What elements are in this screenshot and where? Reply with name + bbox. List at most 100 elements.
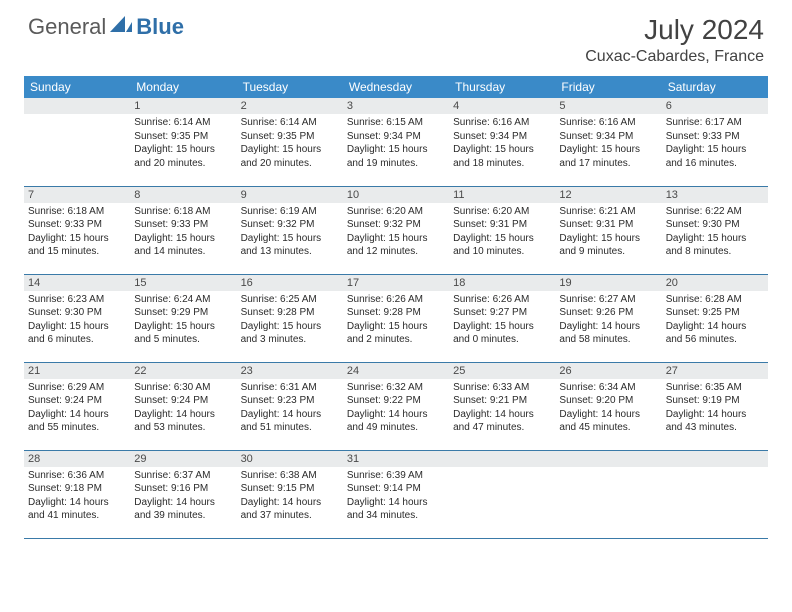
sunset-line: Sunset: 9:25 PM <box>666 306 764 320</box>
day-details: Sunrise: 6:29 AMSunset: 9:24 PMDaylight:… <box>24 379 130 439</box>
daylight-line: Daylight: 15 hours and 20 minutes. <box>134 143 232 170</box>
sunset-line: Sunset: 9:34 PM <box>347 130 445 144</box>
sunrise-line: Sunrise: 6:22 AM <box>666 205 764 219</box>
sunrise-line: Sunrise: 6:28 AM <box>666 293 764 307</box>
day-number-empty <box>555 451 661 467</box>
sunset-line: Sunset: 9:15 PM <box>241 482 339 496</box>
calendar-week-row: 21Sunrise: 6:29 AMSunset: 9:24 PMDayligh… <box>24 362 768 450</box>
day-number: 26 <box>555 363 661 379</box>
day-details: Sunrise: 6:28 AMSunset: 9:25 PMDaylight:… <box>662 291 768 351</box>
sunrise-line: Sunrise: 6:35 AM <box>666 381 764 395</box>
sunrise-line: Sunrise: 6:25 AM <box>241 293 339 307</box>
sunrise-line: Sunrise: 6:24 AM <box>134 293 232 307</box>
calendar-head: SundayMondayTuesdayWednesdayThursdayFrid… <box>24 76 768 98</box>
sunset-line: Sunset: 9:23 PM <box>241 394 339 408</box>
day-details: Sunrise: 6:23 AMSunset: 9:30 PMDaylight:… <box>24 291 130 351</box>
calendar-table: SundayMondayTuesdayWednesdayThursdayFrid… <box>24 76 768 539</box>
day-details: Sunrise: 6:19 AMSunset: 9:32 PMDaylight:… <box>237 203 343 263</box>
day-number: 25 <box>449 363 555 379</box>
daylight-line: Daylight: 15 hours and 14 minutes. <box>134 232 232 259</box>
sunset-line: Sunset: 9:21 PM <box>453 394 551 408</box>
day-details: Sunrise: 6:38 AMSunset: 9:15 PMDaylight:… <box>237 467 343 527</box>
sunrise-line: Sunrise: 6:34 AM <box>559 381 657 395</box>
calendar-day-cell: 13Sunrise: 6:22 AMSunset: 9:30 PMDayligh… <box>662 186 768 274</box>
day-details: Sunrise: 6:20 AMSunset: 9:32 PMDaylight:… <box>343 203 449 263</box>
calendar-day-cell: 20Sunrise: 6:28 AMSunset: 9:25 PMDayligh… <box>662 274 768 362</box>
header: General Blue July 2024 Cuxac-Cabardes, F… <box>0 0 792 72</box>
daylight-line: Daylight: 14 hours and 49 minutes. <box>347 408 445 435</box>
day-details: Sunrise: 6:17 AMSunset: 9:33 PMDaylight:… <box>662 114 768 174</box>
day-details: Sunrise: 6:37 AMSunset: 9:16 PMDaylight:… <box>130 467 236 527</box>
day-details: Sunrise: 6:26 AMSunset: 9:27 PMDaylight:… <box>449 291 555 351</box>
sunrise-line: Sunrise: 6:16 AM <box>453 116 551 130</box>
calendar-day-cell: 21Sunrise: 6:29 AMSunset: 9:24 PMDayligh… <box>24 362 130 450</box>
sunset-line: Sunset: 9:27 PM <box>453 306 551 320</box>
daylight-line: Daylight: 15 hours and 16 minutes. <box>666 143 764 170</box>
sunset-line: Sunset: 9:26 PM <box>559 306 657 320</box>
daylight-line: Daylight: 15 hours and 18 minutes. <box>453 143 551 170</box>
weekday-header: Sunday <box>24 76 130 98</box>
sunrise-line: Sunrise: 6:29 AM <box>28 381 126 395</box>
day-number: 2 <box>237 98 343 114</box>
calendar-day-cell: 9Sunrise: 6:19 AMSunset: 9:32 PMDaylight… <box>237 186 343 274</box>
calendar-day-cell: 1Sunrise: 6:14 AMSunset: 9:35 PMDaylight… <box>130 98 236 186</box>
sunrise-line: Sunrise: 6:21 AM <box>559 205 657 219</box>
calendar-day-cell: 24Sunrise: 6:32 AMSunset: 9:22 PMDayligh… <box>343 362 449 450</box>
day-details: Sunrise: 6:34 AMSunset: 9:20 PMDaylight:… <box>555 379 661 439</box>
calendar-day-cell: 29Sunrise: 6:37 AMSunset: 9:16 PMDayligh… <box>130 450 236 538</box>
sunset-line: Sunset: 9:30 PM <box>28 306 126 320</box>
sunset-line: Sunset: 9:34 PM <box>559 130 657 144</box>
calendar-day-cell <box>449 450 555 538</box>
sunrise-line: Sunrise: 6:18 AM <box>28 205 126 219</box>
daylight-line: Daylight: 15 hours and 2 minutes. <box>347 320 445 347</box>
sunset-line: Sunset: 9:31 PM <box>453 218 551 232</box>
day-details: Sunrise: 6:15 AMSunset: 9:34 PMDaylight:… <box>343 114 449 174</box>
calendar-day-cell: 18Sunrise: 6:26 AMSunset: 9:27 PMDayligh… <box>449 274 555 362</box>
day-details: Sunrise: 6:39 AMSunset: 9:14 PMDaylight:… <box>343 467 449 527</box>
day-number: 19 <box>555 275 661 291</box>
title-block: July 2024 Cuxac-Cabardes, France <box>585 14 764 66</box>
sunrise-line: Sunrise: 6:23 AM <box>28 293 126 307</box>
daylight-line: Daylight: 15 hours and 15 minutes. <box>28 232 126 259</box>
sunrise-line: Sunrise: 6:33 AM <box>453 381 551 395</box>
sunrise-line: Sunrise: 6:38 AM <box>241 469 339 483</box>
sunset-line: Sunset: 9:30 PM <box>666 218 764 232</box>
calendar-day-cell: 28Sunrise: 6:36 AMSunset: 9:18 PMDayligh… <box>24 450 130 538</box>
daylight-line: Daylight: 14 hours and 58 minutes. <box>559 320 657 347</box>
day-number: 17 <box>343 275 449 291</box>
day-details: Sunrise: 6:26 AMSunset: 9:28 PMDaylight:… <box>343 291 449 351</box>
sunset-line: Sunset: 9:32 PM <box>241 218 339 232</box>
sunset-line: Sunset: 9:16 PM <box>134 482 232 496</box>
calendar-day-cell: 22Sunrise: 6:30 AMSunset: 9:24 PMDayligh… <box>130 362 236 450</box>
calendar-day-cell: 7Sunrise: 6:18 AMSunset: 9:33 PMDaylight… <box>24 186 130 274</box>
weekday-header: Saturday <box>662 76 768 98</box>
sunrise-line: Sunrise: 6:27 AM <box>559 293 657 307</box>
calendar-day-cell: 25Sunrise: 6:33 AMSunset: 9:21 PMDayligh… <box>449 362 555 450</box>
calendar-day-cell: 14Sunrise: 6:23 AMSunset: 9:30 PMDayligh… <box>24 274 130 362</box>
daylight-line: Daylight: 14 hours and 53 minutes. <box>134 408 232 435</box>
day-details: Sunrise: 6:14 AMSunset: 9:35 PMDaylight:… <box>130 114 236 174</box>
calendar-day-cell: 5Sunrise: 6:16 AMSunset: 9:34 PMDaylight… <box>555 98 661 186</box>
sunset-line: Sunset: 9:29 PM <box>134 306 232 320</box>
sunrise-line: Sunrise: 6:17 AM <box>666 116 764 130</box>
daylight-line: Daylight: 15 hours and 17 minutes. <box>559 143 657 170</box>
day-details: Sunrise: 6:16 AMSunset: 9:34 PMDaylight:… <box>449 114 555 174</box>
calendar-day-cell: 4Sunrise: 6:16 AMSunset: 9:34 PMDaylight… <box>449 98 555 186</box>
day-number-empty <box>449 451 555 467</box>
sunset-line: Sunset: 9:33 PM <box>28 218 126 232</box>
daylight-line: Daylight: 14 hours and 37 minutes. <box>241 496 339 523</box>
daylight-line: Daylight: 14 hours and 56 minutes. <box>666 320 764 347</box>
day-number: 27 <box>662 363 768 379</box>
sunset-line: Sunset: 9:19 PM <box>666 394 764 408</box>
sunset-line: Sunset: 9:24 PM <box>28 394 126 408</box>
sunset-line: Sunset: 9:32 PM <box>347 218 445 232</box>
sunrise-line: Sunrise: 6:30 AM <box>134 381 232 395</box>
day-details: Sunrise: 6:36 AMSunset: 9:18 PMDaylight:… <box>24 467 130 527</box>
day-details: Sunrise: 6:31 AMSunset: 9:23 PMDaylight:… <box>237 379 343 439</box>
calendar-week-row: 7Sunrise: 6:18 AMSunset: 9:33 PMDaylight… <box>24 186 768 274</box>
calendar-day-cell: 23Sunrise: 6:31 AMSunset: 9:23 PMDayligh… <box>237 362 343 450</box>
sunrise-line: Sunrise: 6:31 AM <box>241 381 339 395</box>
sunset-line: Sunset: 9:24 PM <box>134 394 232 408</box>
day-number: 16 <box>237 275 343 291</box>
day-details: Sunrise: 6:35 AMSunset: 9:19 PMDaylight:… <box>662 379 768 439</box>
